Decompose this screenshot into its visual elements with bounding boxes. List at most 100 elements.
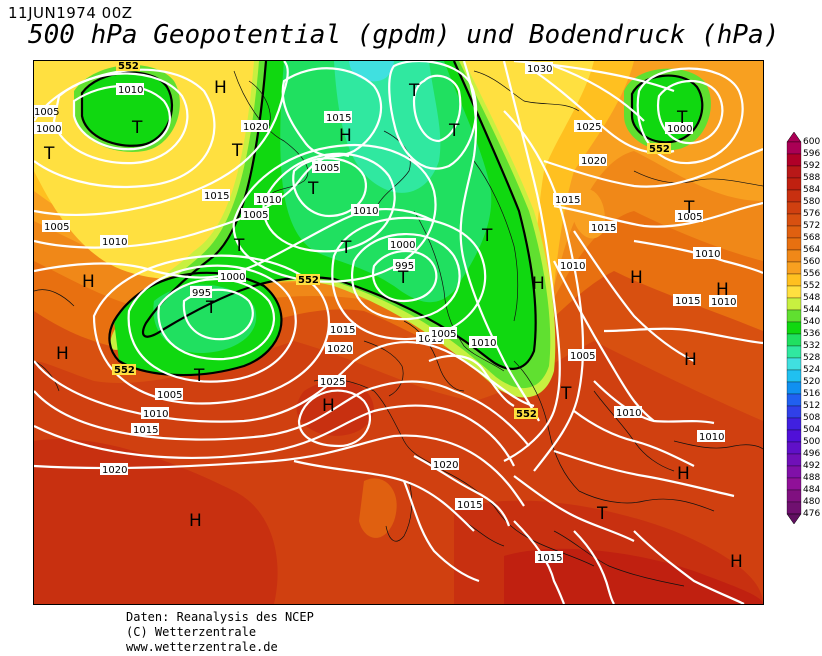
- svg-text:1010: 1010: [695, 249, 720, 260]
- svg-text:1010: 1010: [353, 206, 378, 217]
- pressure-label: 1005: [42, 220, 70, 233]
- pressure-label: 1010: [100, 235, 128, 248]
- legend-tick-label: 488: [803, 473, 821, 483]
- pressure-label: 1025: [318, 375, 346, 388]
- legend-swatch: [786, 489, 802, 503]
- pressure-label: 1000: [218, 270, 246, 283]
- pressure-label: 1005: [312, 161, 340, 174]
- legend-swatch: [786, 381, 802, 395]
- color-legend: 600 596 592 588 584 580 576 572 568 564 560 556 552 5…: [786, 132, 822, 530]
- pressure-label: 1005: [429, 327, 457, 340]
- svg-text:1020: 1020: [102, 465, 127, 476]
- pressure-label: 1025: [574, 120, 602, 133]
- pressure-label: 1015: [324, 111, 352, 124]
- legend-swatch: [786, 225, 802, 239]
- pressure-label: 1010: [351, 204, 379, 217]
- legend-tick-label: 500: [803, 437, 821, 447]
- center-label: T: [397, 268, 409, 288]
- legend-swatch: [786, 297, 802, 311]
- svg-text:1010: 1010: [143, 409, 168, 420]
- svg-text:1015: 1015: [591, 223, 616, 234]
- legend-swatch: [786, 429, 802, 443]
- svg-text:1020: 1020: [581, 156, 606, 167]
- pressure-label: 1015: [553, 193, 581, 206]
- height-label: 552: [116, 61, 140, 72]
- legend-tick-label: 552: [803, 281, 821, 291]
- svg-text:1010: 1010: [118, 85, 143, 96]
- credits: Daten: Reanalysis des NCEP (C) Wetterzen…: [126, 610, 314, 655]
- credit-data-source: Daten: Reanalysis des NCEP: [126, 610, 314, 624]
- legend-swatch: [786, 309, 802, 323]
- legend-swatch: [786, 249, 802, 263]
- svg-text:1025: 1025: [576, 122, 601, 133]
- pressure-label: 1005: [34, 105, 59, 118]
- pressure-label: 1010: [614, 406, 642, 419]
- pressure-label: 1010: [116, 83, 144, 96]
- pressure-label: 1020: [100, 463, 128, 476]
- legend-swatch: [786, 237, 802, 251]
- pressure-label: 1010: [709, 295, 737, 308]
- legend-swatch: [786, 201, 802, 215]
- center-label: T: [43, 144, 55, 164]
- pressure-label: 1005: [675, 210, 703, 223]
- svg-text:552: 552: [649, 144, 670, 155]
- legend-swatch: [786, 285, 802, 299]
- legend-swatch: [786, 165, 802, 179]
- svg-text:1015: 1015: [330, 325, 355, 336]
- pressure-label: 1010: [141, 407, 169, 420]
- legend-swatch: [786, 405, 802, 419]
- legend-swatch: [786, 261, 802, 275]
- center-label: T: [560, 384, 572, 404]
- date-label: 11JUN1974 00Z: [8, 4, 133, 22]
- center-label: H: [630, 268, 643, 288]
- svg-text:1010: 1010: [256, 195, 281, 206]
- legend-tick-label: 520: [803, 377, 821, 387]
- center-label: H: [82, 272, 95, 292]
- pressure-label: 1015: [673, 294, 701, 307]
- legend-swatch: [786, 345, 802, 359]
- svg-text:1020: 1020: [243, 122, 268, 133]
- center-label: T: [676, 108, 688, 128]
- svg-text:1005: 1005: [34, 107, 59, 118]
- legend-swatch: [786, 465, 802, 479]
- svg-text:1005: 1005: [431, 329, 456, 340]
- pressure-label: 1010: [254, 193, 282, 206]
- pressure-label: 1015: [202, 189, 230, 202]
- center-label: T: [205, 298, 217, 318]
- legend-colorbar: [786, 132, 802, 525]
- height-labels: 552 552 552 552 552: [112, 61, 671, 420]
- legend-swatch: [786, 213, 802, 227]
- center-label: T: [131, 118, 143, 138]
- svg-text:1005: 1005: [677, 212, 702, 223]
- legend-swatch: [786, 177, 802, 191]
- svg-text:1010: 1010: [560, 261, 585, 272]
- pressure-label: 1000: [665, 122, 693, 135]
- legend-tick-label: 556: [803, 269, 821, 279]
- center-label: H: [716, 280, 729, 300]
- legend-tick-label: 572: [803, 221, 821, 231]
- legend-swatch: [786, 417, 802, 431]
- svg-text:1020: 1020: [433, 460, 458, 471]
- credit-copyright: (C) Wetterzentrale: [126, 625, 257, 639]
- legend-tick-label: 540: [803, 317, 821, 327]
- center-label: T: [307, 179, 319, 199]
- legend-arrow-top: [786, 132, 802, 143]
- svg-text:552: 552: [114, 365, 135, 376]
- svg-text:1025: 1025: [320, 377, 345, 388]
- legend-tick-label: 588: [803, 173, 821, 183]
- legend-swatch: [786, 453, 802, 467]
- svg-text:1015: 1015: [326, 113, 351, 124]
- pressure-label: 1020: [241, 120, 269, 133]
- height-label: 552: [112, 364, 136, 376]
- svg-text:1005: 1005: [314, 163, 339, 174]
- legend-tick-label: 532: [803, 341, 821, 351]
- legend-tick-label: 544: [803, 305, 821, 315]
- pressure-label: 1020: [579, 154, 607, 167]
- svg-text:1015: 1015: [457, 500, 482, 511]
- svg-text:552: 552: [118, 61, 139, 72]
- svg-text:1005: 1005: [157, 390, 182, 401]
- legend-tick-label: 564: [803, 245, 821, 255]
- legend-tick-label: 548: [803, 293, 821, 303]
- svg-text:552: 552: [516, 409, 537, 420]
- legend-tick-label: 492: [803, 461, 821, 471]
